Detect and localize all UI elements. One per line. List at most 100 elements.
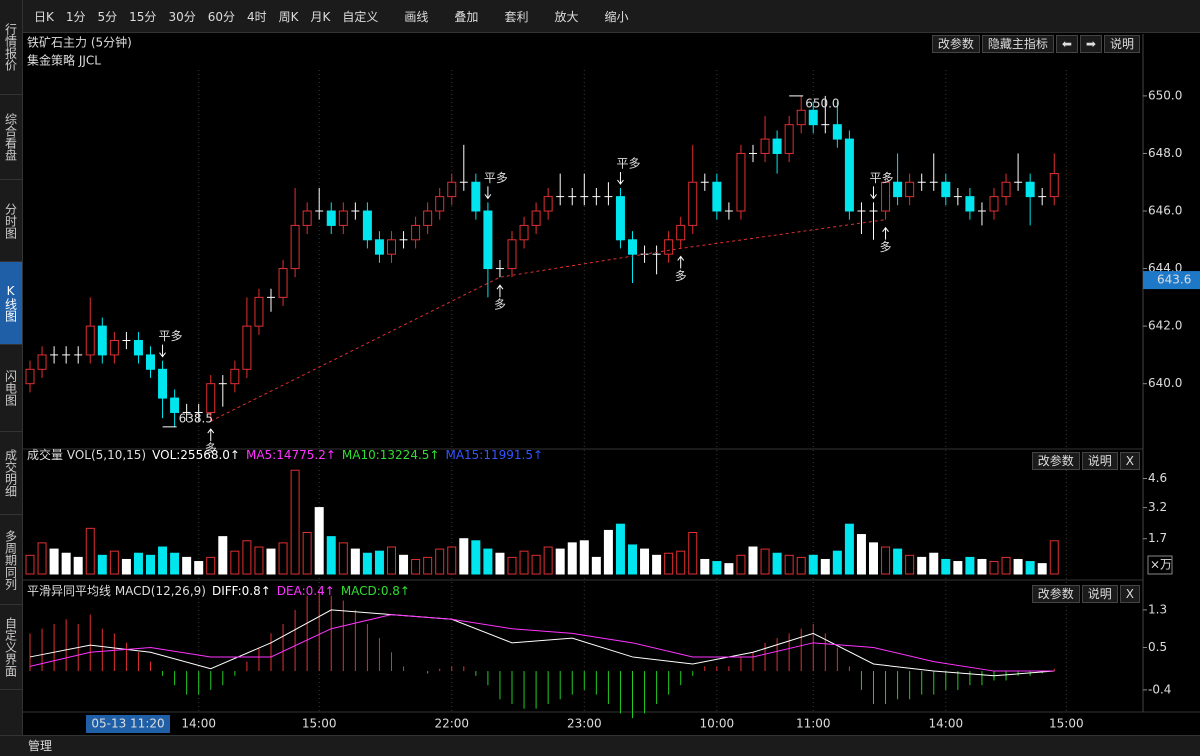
volume-bar [121,558,131,575]
volume-bar [218,536,228,575]
panel-button[interactable]: X [1119,452,1140,470]
sidebar-tab[interactable]: 成交明细 [0,432,22,515]
candle-body [97,325,107,356]
legend-entry: DEA:0.4↑ [277,584,335,598]
chart-subtitle: 集金策略 JJCL [27,53,101,68]
volume-bar [61,552,71,575]
candle-body [109,340,119,356]
volume-bar [37,542,47,575]
sidebar-tab[interactable]: 多周期同列 [0,515,22,605]
signal-label: 多 [880,240,892,254]
candle-body [772,138,782,154]
sidebar-tab[interactable]: 闪电图 [0,345,22,432]
toolbar-button[interactable]: 4时 [247,9,267,24]
panel-button[interactable]: 说明 [1081,452,1118,470]
toolbar-button[interactable]: 30分 [168,9,196,24]
toolbar-button[interactable]: 5分 [97,9,118,24]
volume-bar [362,552,372,575]
panel-button[interactable]: 隐藏主指标 [981,35,1054,53]
volume-bar [688,531,698,575]
volume-bar [194,561,204,575]
volume-bar [158,546,168,575]
volume-bar [290,469,300,575]
candle-body [832,124,842,140]
volume-bar [206,556,216,575]
candle-body [278,268,288,298]
volume-bar [411,558,421,575]
last-price: 643.6 [1157,273,1191,287]
toolbar-button[interactable]: 套利 [504,9,529,24]
macd-line [29,614,1055,672]
legend-entry: MACD:0.8↑ [341,584,410,598]
candle-body [362,210,372,241]
sidebar-tab[interactable]: 行情报价 [0,0,22,95]
candle-body [507,239,517,270]
candle-body [326,210,336,226]
manage-button[interactable]: 管理 [28,739,53,753]
volume-bar [1037,563,1047,575]
legend-entry: MA15:11991.5↑ [445,448,543,462]
candle-body [1025,181,1035,198]
candle-body [170,397,180,413]
panel-button[interactable]: ➡ [1079,35,1102,53]
panel-button[interactable]: 改参数 [931,35,980,53]
sidebar-tab[interactable]: 分时图 [0,180,22,262]
panel-button[interactable]: 说明 [1103,35,1140,53]
signal-arrow [617,171,624,185]
toolbar-button[interactable]: 月K [310,9,331,24]
volume-bar [338,542,348,575]
toolbar-button[interactable]: 放大 [554,9,579,24]
toolbar-button[interactable]: 缩小 [604,9,629,24]
y-tick-label: 1.3 [1148,602,1167,616]
volume-bar [423,556,433,575]
y-tick-label: 650.0 [1148,88,1182,102]
toolbar-button[interactable]: 日K [34,9,54,24]
candle-body [543,196,553,212]
panel-button[interactable]: 改参数 [1031,585,1080,603]
toolbar-button[interactable]: 叠加 [454,9,479,24]
sidebar-tab[interactable]: 综合看盘 [0,95,22,180]
toolbar-button[interactable]: 画线 [404,9,429,24]
volume-bar [495,552,505,575]
volume-bar [579,540,589,575]
volume-bar [796,556,806,575]
candle-body [736,152,746,212]
sidebar-tab[interactable]: 自定义界面 [0,605,22,690]
signal-label: 平多 [869,171,893,185]
toolbar-button[interactable]: 60分 [207,9,235,24]
unit-box [1147,555,1173,575]
signal-label: 多 [205,442,217,456]
candle-body [37,354,47,370]
candle-body [146,354,155,370]
toolbar-button[interactable]: 周K [278,9,299,24]
candle-body [158,368,168,399]
toolbar-button[interactable]: 1分 [65,9,86,24]
volume-bar [242,540,252,575]
panel-button[interactable]: 说明 [1081,585,1118,603]
candle-body [784,124,794,154]
panel-button[interactable]: ⬅ [1055,35,1078,53]
toolbar-button[interactable]: 自定义 [342,9,379,24]
start-label-box [86,715,170,733]
volume-bar [97,554,107,575]
volume-bar [25,554,35,575]
candle-body [941,181,951,198]
toolbar-button[interactable]: 15分 [129,9,157,24]
volume-bar [73,556,83,575]
volume-bar [736,554,746,575]
volume-bar [230,550,240,575]
legend-entry: DIFF:0.8↑ [212,584,271,598]
x-tick-label: 14:00 [181,717,216,731]
sidebar-tab[interactable]: K线图 [0,262,22,345]
panel-button[interactable]: X [1119,585,1140,603]
panel-button[interactable]: 改参数 [1031,452,1080,470]
volume-bar [531,554,541,575]
price-label: 638.5 [179,411,213,425]
volume-bar [760,548,770,575]
volume-bar [772,552,782,575]
candle-body [338,210,348,226]
volume-bar [266,548,276,575]
volume-bar [869,542,878,575]
button-group: 改参数 说明 X [1030,452,1140,470]
